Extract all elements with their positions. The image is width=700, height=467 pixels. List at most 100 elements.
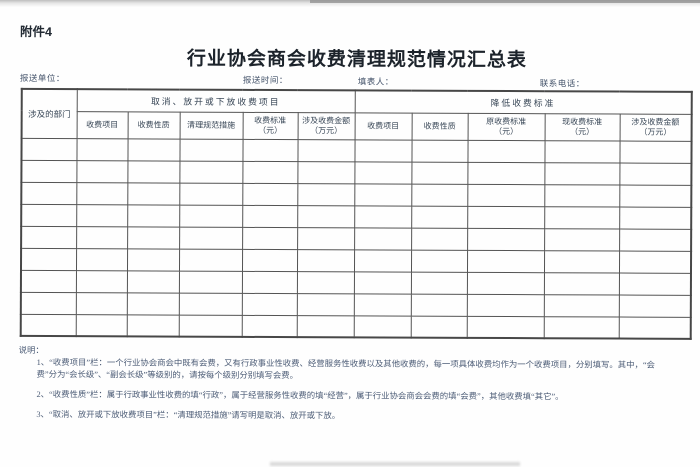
table-cell: [619, 250, 692, 273]
table-row: [20, 247, 692, 273]
table-cell: [297, 139, 355, 162]
contact-phone-label: 联系电话：: [539, 78, 585, 89]
table-cell: [241, 292, 297, 316]
table-cell: [21, 203, 77, 227]
notes-heading: 说明：: [18, 345, 44, 356]
table-cell: [619, 140, 692, 163]
table-cell: [20, 269, 76, 293]
table-cell: [544, 228, 620, 251]
table-cell: [411, 205, 468, 228]
table-cell: [127, 226, 180, 249]
table-cell: [126, 314, 179, 337]
column-header-fee-nature-1: 收费性质: [127, 111, 180, 139]
table-cell: [411, 139, 468, 162]
table-cell: [76, 160, 128, 183]
table-cell: [296, 271, 355, 294]
table-cell: [354, 205, 412, 228]
table-cell: [544, 140, 620, 163]
table-cell: [179, 226, 243, 249]
table-cell: [178, 314, 242, 337]
table-cell: [410, 293, 467, 316]
table-cell: [411, 161, 468, 184]
table-cell: [21, 225, 77, 249]
table-row: [21, 181, 692, 207]
table-cell: [467, 161, 545, 185]
table-cell: [179, 138, 243, 161]
table-cell: [411, 249, 468, 272]
note-item-1: 1、“收费项目”栏：一个行业协会商会中既有会费，又有行政事业性收费、经营服务性收…: [36, 357, 655, 381]
column-header-cleanup-measures: 清理规范措施: [179, 111, 243, 139]
table-row: [20, 291, 691, 317]
table-cell: [544, 162, 620, 185]
table-cell: [354, 249, 412, 272]
table-cell: [543, 316, 619, 339]
table-cell: [21, 159, 77, 183]
table-cell: [466, 271, 545, 295]
table-cell: [297, 161, 355, 184]
table-cell: [410, 271, 468, 294]
report-time-label: 报送时间：: [242, 74, 288, 86]
report-unit-label: 报送单位：: [19, 72, 65, 84]
scan-top-edge-artifact: [0, 0, 700, 7]
table-cell: [297, 205, 355, 228]
table-cell: [126, 292, 179, 315]
table-cell: [242, 160, 298, 184]
table-row: [20, 313, 691, 339]
summary-table: 涉及的部门 取消、放开或下放收费项目 降低收费标准 收费项目 收费性质 清理规范…: [19, 87, 693, 340]
table-cell: [467, 205, 545, 229]
table-cell: [297, 183, 355, 206]
table-body: [20, 137, 692, 339]
table-cell: [411, 227, 468, 250]
table-cell: [242, 138, 298, 162]
table-cell: [466, 315, 544, 339]
table-cell: [127, 204, 180, 227]
table-cell: [76, 138, 128, 161]
table-cell: [76, 182, 128, 205]
page-title: 行业协会商会收费清理规范情况汇总表: [186, 48, 527, 72]
table-cell: [354, 227, 412, 250]
table-cell: [127, 138, 180, 161]
note-item-2: 2、“收费性质”栏：属于行政事业性收费的填“行政”，属于经营服务性收费的填“经营…: [36, 390, 564, 402]
table-cell: [20, 313, 76, 337]
table-cell: [21, 137, 77, 161]
column-header-fee-item-2: 收费项目: [354, 112, 412, 140]
table-cell: [241, 314, 297, 338]
group-header-reduced-standards: 降低收费标准: [354, 90, 692, 114]
table-cell: [353, 293, 411, 316]
table-cell: [297, 227, 355, 250]
table-cell: [242, 226, 298, 250]
table-cell: [544, 206, 620, 229]
attachment-label: 附件4: [20, 24, 53, 40]
table-cell: [242, 204, 298, 228]
table-cell: [127, 160, 180, 183]
table-cell: [241, 270, 297, 294]
table-row: [20, 269, 692, 295]
scan-bottom-smudge: [270, 462, 520, 466]
table-row: [21, 225, 692, 251]
column-header-original-standard: 原收费标准 （元）: [467, 112, 545, 141]
table-cell: [296, 249, 355, 272]
table-cell: [242, 182, 298, 206]
notes-section: 1、“收费项目”栏：一个行业协会商会中既有会费，又有行政事业性收费、经营服务性收…: [36, 357, 672, 432]
column-header-fee-standard: 收费标准 （元）: [242, 111, 298, 140]
table-cell: [619, 162, 692, 185]
note-item-3: 3、“取消、放开或下放收费项目”栏：“清理规范措施”请写明是取消、放开或下放。: [36, 410, 341, 421]
table-cell: [353, 271, 412, 294]
table-row: [21, 159, 692, 185]
table-cell: [544, 250, 620, 273]
table-cell: [466, 293, 544, 317]
table-cell: [619, 184, 692, 207]
table-cell: [467, 139, 545, 163]
table-cell: [127, 182, 180, 205]
table-cell: [410, 315, 467, 338]
table-cell: [75, 248, 128, 271]
column-header-departments: 涉及的部门: [21, 88, 77, 139]
table-cell: [20, 247, 77, 271]
table-cell: [619, 228, 692, 251]
table-cell: [75, 270, 127, 293]
column-header-fee-item-1: 收费项目: [76, 111, 128, 139]
table-cell: [354, 183, 412, 206]
table-cell: [76, 226, 128, 249]
form-filler-label: 填表人：: [357, 76, 394, 87]
column-header-fee-nature-2: 收费性质: [411, 112, 468, 140]
